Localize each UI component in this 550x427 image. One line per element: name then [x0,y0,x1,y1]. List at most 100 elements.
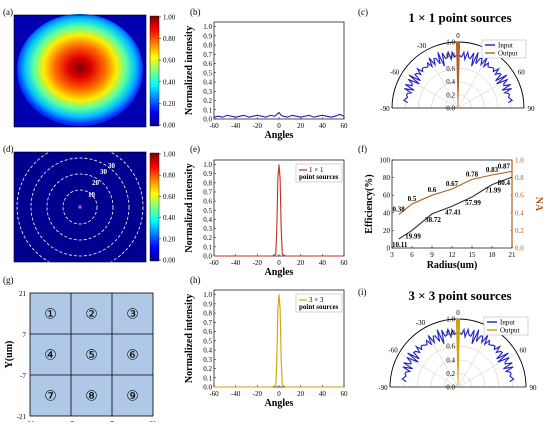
polar-i: -90-60-3003060900.00.20.40.60.81.0InputO… [378,309,537,392]
legend-title: 3 × 3 [309,296,324,304]
x-tick-label: 21 [509,251,517,259]
x-tick-label: 0 [277,390,281,398]
ring-1 [62,189,98,225]
heatmap-a-frame [13,14,147,128]
x-tick-label: 20 [297,390,305,398]
colorbar-tick-label: 1.00 [163,14,176,22]
y2-tick-label: 0.0 [515,245,524,253]
angle-tick-label: 90 [530,384,538,392]
y-tick-label: 0.4 [203,79,212,87]
y-tick-label: 0.6 [203,198,212,206]
y2-tick-label: 0.4 [515,209,524,217]
grid-cell-label: ⑦ [44,390,57,405]
y-tick-label: 0.9 [203,32,212,40]
angle-tick-label: -60 [388,347,398,355]
radial-tick-label: 0.8 [446,329,455,337]
y-tick-label: 0.2 [203,365,212,373]
x-tick-label: -60 [209,259,219,267]
y-tick-label: 1.0 [203,23,212,31]
y-tick-label: 0.5 [203,207,212,215]
colorbar-tick-label: 0.40 [163,78,176,86]
x-tick-label: 60 [341,122,349,130]
angle-tick-label: -30 [416,319,426,327]
efficiency-data-label: 38.72 [425,216,441,224]
legend-title: 1 × 1 [309,166,324,174]
angle-tick-label: -60 [390,69,400,77]
grid-cell-label: ⑧ [85,390,98,405]
x-tick-label: -60 [209,390,219,398]
ring-label: 30 [100,168,108,176]
na-line [398,170,513,216]
y-tick-label: 0 [387,245,391,253]
angle-tick-label: 60 [518,69,526,77]
plot-h: 0.0 0.10.20.30.4 0.50.60.70.8 0.91.0 -60 -40 -… [184,289,348,409]
colorbar-a [149,15,160,127]
panel-e-label: (e) [190,144,200,154]
radial-tick-label: 0.4 [446,356,455,364]
na-data-label: 0.87 [498,162,511,170]
x-tick-label: 12 [449,251,457,259]
legend-box [295,293,343,313]
colorbar-d [149,152,160,262]
y-tick-label: 0.2 [203,97,212,105]
x-axis-label: Angles [265,130,294,141]
angle-tick-label: 90 [528,105,536,113]
ring-label: 30 [108,162,116,170]
x-tick-label: 20 [297,122,305,130]
grid-cell-label: ⑤ [85,349,98,364]
y-tick-label: 0.9 [203,170,212,178]
legend-input-label: Input [500,319,515,327]
y-tick-label: 0.8 [203,42,212,50]
x-tick-label: 6 [410,251,414,259]
radial-tick-label: 0.4 [446,78,455,86]
y2-tick-label: 0.6 [515,192,524,200]
x-axis-label: Angles [265,398,294,409]
radial-tick-label: 1.0 [446,316,455,324]
y-tick-label: 0.9 [203,300,212,308]
panel-i-label: (i) [358,287,367,297]
colorbar-tick-label: 0.60 [163,57,176,65]
y-tick-label: 0.5 [203,69,212,77]
colorbar-d-ticks: 1.00 0.80 0.60 0.40 0.20 0.00 [159,151,176,265]
panel-h-label: (h) [190,275,201,285]
y-tick-label: 1.0 [203,291,212,299]
x-tick-label: -60 [209,122,219,130]
y-axis-label: Y(um) [4,341,15,369]
x-tick-label: 0 [277,259,281,267]
efficiency-data-label: 19.99 [405,232,421,240]
y-tick-label: 7 [23,331,27,339]
y-tick-label: 0.3 [203,225,212,233]
panel-b-label: (b) [190,7,201,17]
ring-2 [46,173,114,241]
panel-c-label: (c) [358,7,368,17]
y-tick-label: 0.7 [203,189,212,197]
y-tick-label: 0.1 [203,106,212,114]
x-tick-label: 40 [319,390,327,398]
grid-background [29,292,154,417]
x-tick-label: 20 [297,259,305,267]
series-line [214,164,344,257]
angle-tick-label: -90 [380,105,390,113]
na-data-label: 0.5 [408,195,417,203]
y-tick-label: 0.0 [203,384,212,392]
x-tick-label: 3 [390,251,394,259]
radial-tick-label: 0.2 [446,91,455,99]
y-tick-label: 0.4 [203,216,212,224]
na-data-label: 0.38 [393,206,406,214]
panel-a-label: (a) [3,7,13,17]
y-tick-label: 80 [383,174,391,182]
polar-c: -90-60-3003060900.00.20.40.60.81.0InputO… [380,32,535,113]
y2-axis-label: NA [533,197,544,212]
efficiency-data-label: 57.99 [465,199,481,207]
colorbar-tick-label: 0.00 [163,122,176,130]
plot-e: 0.0 0.10.20.30.40.50.60.7 0.80.91.0 -60 -40 -… [184,159,348,278]
y-tick-label: 0.1 [203,243,212,251]
y-axis-label: Normalized intensity [184,163,195,252]
y-tick-label: -7 [20,372,26,380]
na-data-label: 0.78 [466,170,479,178]
x-tick-label: 40 [319,122,327,130]
ring-label: 10 [88,191,96,199]
